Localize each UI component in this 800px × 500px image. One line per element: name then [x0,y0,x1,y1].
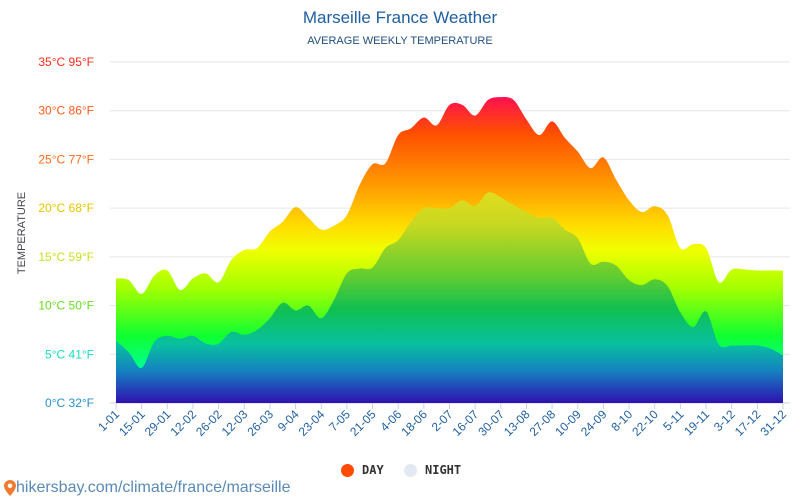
legend-day-label: DAY [362,463,384,477]
legend-day[interactable]: DAY [341,463,384,477]
legend-night-label: NIGHT [425,463,462,477]
x-tick-label: 21-05 [347,407,379,439]
x-tick-label: 23-04 [296,407,328,439]
y-tick-label: 30°C 86°F [38,104,94,118]
source-url: hikersbay.com/climate/france/marseille [16,479,291,496]
x-tick-label: 26-02 [193,407,225,439]
x-tick-label: 12-03 [219,407,251,439]
x-tick-label: 24-09 [578,407,610,439]
night-dot-icon [404,463,417,477]
y-tick-label: 20°C 68°F [38,201,94,215]
x-tick-label: 15-01 [116,407,148,439]
x-tick-label: 29-01 [142,407,174,439]
legend-night[interactable]: NIGHT [404,463,461,477]
x-tick-label: 31-12 [758,407,790,439]
x-tick-label: 22-10 [629,407,661,439]
y-tick-label: 15°C 59°F [38,250,94,264]
chart-subtitle: AVERAGE WEEKLY TEMPERATURE [307,35,493,47]
x-tick-label: 12-02 [167,407,199,439]
x-tick-label: 10-09 [552,407,584,439]
x-tick-label: 16-07 [450,407,482,439]
y-tick-label: 5°C 41°F [45,347,94,361]
x-tick-label: 19-11 [681,407,712,438]
y-tick-label: 10°C 50°F [38,299,94,313]
x-tick-label: 18-06 [398,407,430,439]
y-axis-label: TEMPERATURE [16,192,28,274]
y-tick-label: 0°C 32°F [45,396,94,410]
source-link[interactable]: hikersbay.com/climate/france/marseille [4,479,290,497]
y-tick-label: 25°C 77°F [38,152,94,166]
x-tick-label: 30-07 [475,407,507,439]
map-pin-icon [4,480,16,496]
y-tick-label: 35°C 95°F [38,55,94,69]
x-tick-label: 26-03 [244,407,276,439]
chart-title: Marseille France Weather [302,8,498,27]
night-area[interactable] [116,192,783,403]
day-dot-icon [341,463,354,477]
x-tick-label: 17-12 [732,407,764,439]
x-tick-label: 27-08 [527,407,559,439]
x-tick-label: 13-08 [501,407,533,439]
